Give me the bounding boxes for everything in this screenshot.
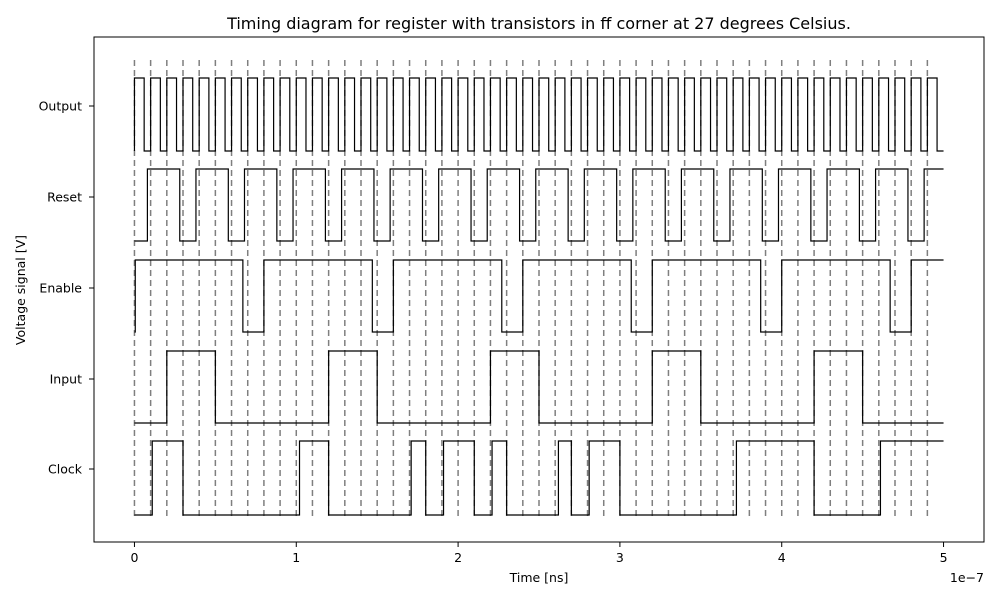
x-axis-ticks: 0 1 2 3 4 5 xyxy=(130,542,948,565)
x-tick-label-3: 3 xyxy=(616,550,624,565)
signal-trace-clock xyxy=(134,440,944,516)
signal-trace-output xyxy=(133,77,944,152)
chart-title: Timing diagram for register with transis… xyxy=(226,14,851,33)
y-tick-label-reset: Reset xyxy=(47,190,82,205)
x-tick-label-1: 1 xyxy=(292,550,300,565)
x-axis-label: Time [ns] xyxy=(509,570,569,585)
signal-trace-input xyxy=(134,350,944,424)
signal-traces xyxy=(133,77,944,516)
x-tick-label-5: 5 xyxy=(940,550,948,565)
x-axis-offset-label: 1e−7 xyxy=(950,570,984,585)
y-tick-label-input: Input xyxy=(50,372,82,387)
x-tick-label-2: 2 xyxy=(454,550,462,565)
x-tick-label-0: 0 xyxy=(130,550,138,565)
signal-trace-reset xyxy=(134,168,944,242)
signal-trace-enable xyxy=(134,259,944,333)
plot-area-frame xyxy=(93,36,985,543)
y-axis-label: Voltage signal [V] xyxy=(13,235,28,345)
y-tick-label-clock: Clock xyxy=(48,462,83,477)
y-axis-ticks: Clock Input Enable Reset Output xyxy=(39,99,94,477)
y-tick-label-output: Output xyxy=(39,99,83,114)
x-tick-label-4: 4 xyxy=(778,550,786,565)
y-tick-label-enable: Enable xyxy=(39,281,82,296)
